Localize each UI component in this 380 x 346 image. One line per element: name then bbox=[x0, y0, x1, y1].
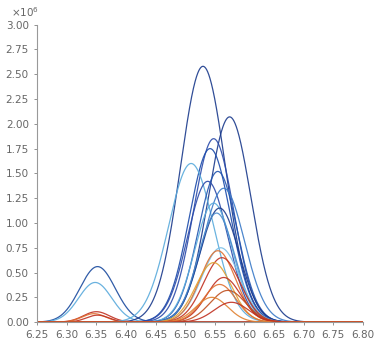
Text: $\times10^6$: $\times10^6$ bbox=[11, 5, 39, 19]
